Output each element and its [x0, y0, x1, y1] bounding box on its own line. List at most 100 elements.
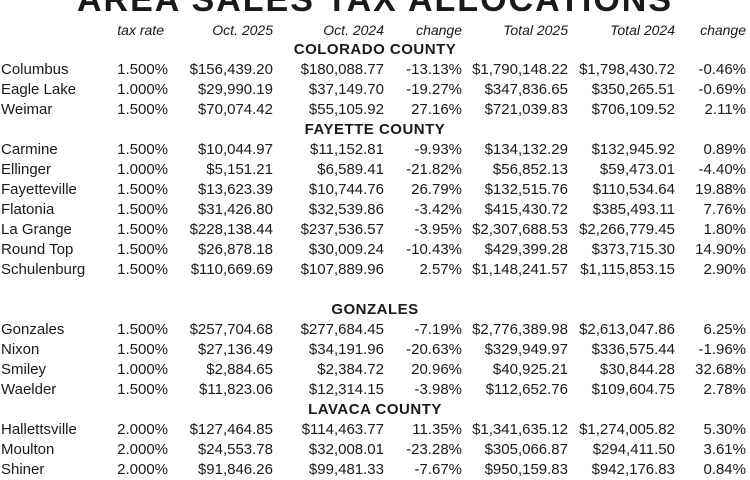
total-2024-value: $385,493.11	[592, 201, 675, 218]
total-2024-value: $1,274,005.82	[579, 421, 675, 438]
monthly-change: 27.16%	[411, 101, 462, 118]
tax-rate: 1.500%	[117, 201, 168, 218]
city-name: Eagle Lake	[1, 81, 77, 98]
total-2025-value: $2,776,389.98	[472, 321, 568, 338]
total-2025-value: $329,949.97	[484, 341, 568, 358]
monthly-change: -10.43%	[406, 241, 462, 258]
city-name: La Grange	[1, 221, 72, 238]
section-colorado-county: COLORADO COUNTY	[293, 41, 457, 58]
total-2025-value: $415,430.72	[484, 201, 568, 218]
tax-rate: 1.500%	[117, 381, 168, 398]
city-name: Shiner	[1, 461, 45, 478]
monthly-change: 20.96%	[411, 361, 462, 378]
total-2025-value: $56,852.13	[492, 161, 568, 178]
tax-rate: 1.500%	[117, 221, 168, 238]
oct-2025-value: $26,878.18	[197, 241, 273, 258]
total-change: 2.90%	[703, 261, 746, 278]
oct-2025-value: $5,151.21	[206, 161, 273, 178]
oct-2024-value: $37,149.70	[308, 81, 384, 98]
section-lavaca-county: LAVACA COUNTY	[308, 401, 442, 418]
total-2024-value: $109,604.75	[591, 381, 675, 398]
monthly-change: -3.42%	[414, 201, 462, 218]
oct-2025-value: $27,136.49	[197, 341, 273, 358]
oct-2025-value: $91,846.26	[197, 461, 273, 478]
section-fayette-county: FAYETTE COUNTY	[304, 121, 446, 138]
oct-2025-value: $31,426.80	[197, 201, 273, 218]
tax-rate: 1.500%	[117, 321, 168, 338]
total-2025-value: $1,790,148.22	[472, 61, 568, 78]
oct-2024-value: $10,744.76	[308, 181, 384, 198]
table-row: Smiley 1.000% $2,884.65 $2,384.72 20.96%…	[0, 360, 750, 380]
tax-rate: 1.500%	[117, 341, 168, 358]
oct-2025-value: $24,553.78	[197, 441, 273, 458]
city-name: Smiley	[1, 361, 47, 378]
table-row: Flatonia 1.500% $31,426.80 $32,539.86 -3…	[0, 200, 750, 220]
total-2024-value: $706,109.52	[591, 101, 675, 118]
tax-rate: 1.500%	[117, 241, 168, 258]
total-2024-value: $294,411.50	[592, 441, 675, 458]
oct-2024-value: $2,384.72	[317, 361, 384, 378]
table-row: Fayetteville 1.500% $13,623.39 $10,744.7…	[0, 180, 750, 200]
table-row: Gonzales 1.500% $257,704.68 $277,684.45 …	[0, 320, 750, 340]
header-total-change: change	[700, 22, 746, 38]
total-2025-value: $347,836.65	[484, 81, 568, 98]
oct-2025-value: $110,669.69	[190, 261, 273, 278]
total-change: 6.25%	[703, 321, 746, 338]
oct-2024-value: $99,481.33	[308, 461, 384, 478]
total-2025-value: $950,159.83	[484, 461, 568, 478]
total-2024-value: $132,945.92	[591, 141, 675, 158]
total-2024-value: $373,715.30	[591, 241, 675, 258]
oct-2024-value: $180,088.77	[300, 61, 384, 78]
monthly-change: -20.63%	[406, 341, 462, 358]
tax-rate: 1.500%	[117, 181, 168, 198]
oct-2025-value: $13,623.39	[197, 181, 273, 198]
oct-2024-value: $277,684.45	[300, 321, 384, 338]
oct-2024-value: $237,536.57	[300, 221, 384, 238]
city-name: Moulton	[1, 441, 55, 458]
monthly-change: -7.67%	[414, 461, 462, 478]
monthly-change: -21.82%	[406, 161, 462, 178]
monthly-change: -13.13%	[406, 61, 462, 78]
total-change: 32.68%	[695, 361, 746, 378]
oct-2025-value: $156,439.20	[189, 61, 273, 78]
total-change: 3.61%	[703, 441, 746, 458]
city-name: Carmine	[1, 141, 58, 158]
total-2024-value: $1,115,853.15	[580, 261, 675, 278]
tax-rate: 1.500%	[117, 101, 168, 118]
total-change: 2.78%	[703, 381, 746, 398]
header-total-2025: Total 2025	[503, 22, 568, 38]
city-name: Schulenburg	[1, 261, 86, 278]
table-row: La Grange 1.500% $228,138.44 $237,536.57…	[0, 220, 750, 240]
total-change: 5.30%	[703, 421, 746, 438]
total-change: 14.90%	[695, 241, 746, 258]
tax-rate: 1.500%	[117, 261, 168, 278]
city-name: Waelder	[1, 381, 57, 398]
table-row: Carmine 1.500% $10,044.97 $11,152.81 -9.…	[0, 140, 750, 160]
total-change: 2.11%	[704, 101, 746, 118]
tax-rate: 1.000%	[117, 161, 168, 178]
header-change: change	[416, 22, 462, 38]
total-change: 0.84%	[703, 461, 746, 478]
oct-2024-value: $11,152.81	[310, 141, 384, 158]
table-row: Moulton 2.000% $24,553.78 $32,008.01 -23…	[0, 440, 750, 460]
total-change: 7.76%	[703, 201, 746, 218]
city-name: Columbus	[1, 61, 69, 78]
table-row: Round Top 1.500% $26,878.18 $30,009.24 -…	[0, 240, 750, 260]
header-oct-2025: Oct. 2025	[212, 22, 273, 38]
total-2025-value: $1,148,241.57	[472, 261, 568, 278]
oct-2024-value: $12,314.15	[308, 381, 384, 398]
header-row: tax rate Oct. 2025 Oct. 2024 change Tota…	[0, 20, 750, 40]
total-2024-value: $30,844.28	[599, 361, 675, 378]
total-2024-value: $2,266,779.45	[579, 221, 675, 238]
total-2025-value: $134,132.29	[484, 141, 568, 158]
oct-2024-value: $55,105.92	[308, 101, 384, 118]
monthly-change: -3.98%	[414, 381, 462, 398]
total-2025-value: $40,925.21	[492, 361, 568, 378]
tax-rate: 2.000%	[117, 441, 168, 458]
city-name: Hallettsville	[1, 421, 77, 438]
oct-2024-value: $30,009.24	[308, 241, 384, 258]
tax-rate: 2.000%	[117, 421, 168, 438]
city-name: Flatonia	[1, 201, 55, 218]
table-row: Eagle Lake 1.000% $29,990.19 $37,149.70 …	[0, 80, 750, 100]
blank-row	[0, 280, 750, 300]
